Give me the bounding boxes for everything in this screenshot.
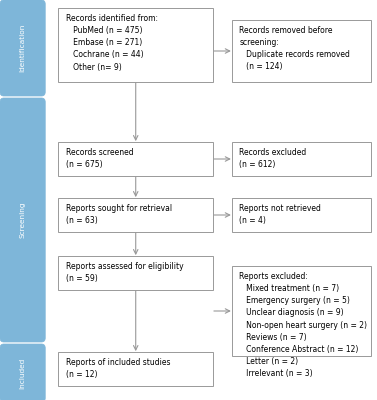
FancyBboxPatch shape bbox=[232, 142, 371, 176]
FancyBboxPatch shape bbox=[232, 266, 371, 356]
Text: Included: Included bbox=[20, 357, 26, 389]
Text: Reports sought for retrieval
(n = 63): Reports sought for retrieval (n = 63) bbox=[66, 204, 172, 225]
Text: Reports excluded:
   Mixed treatment (n = 7)
   Emergency surgery (n = 5)
   Unc: Reports excluded: Mixed treatment (n = 7… bbox=[239, 272, 368, 378]
Text: Reports of included studies
(n = 12): Reports of included studies (n = 12) bbox=[66, 358, 170, 379]
FancyBboxPatch shape bbox=[232, 20, 371, 82]
Text: Records excluded
(n = 612): Records excluded (n = 612) bbox=[239, 148, 307, 169]
Text: Reports assessed for eligibility
(n = 59): Reports assessed for eligibility (n = 59… bbox=[66, 262, 184, 283]
Text: Identification: Identification bbox=[20, 24, 26, 72]
FancyBboxPatch shape bbox=[58, 8, 213, 82]
FancyBboxPatch shape bbox=[58, 198, 213, 232]
FancyBboxPatch shape bbox=[0, 98, 45, 342]
FancyBboxPatch shape bbox=[232, 198, 371, 232]
Text: Records identified from:
   PubMed (n = 475)
   Embase (n = 271)
   Cochrane (n : Records identified from: PubMed (n = 475… bbox=[66, 14, 158, 72]
Text: Reports not retrieved
(n = 4): Reports not retrieved (n = 4) bbox=[239, 204, 321, 225]
FancyBboxPatch shape bbox=[58, 352, 213, 386]
FancyBboxPatch shape bbox=[58, 256, 213, 290]
Text: Records removed before
screening:
   Duplicate records removed
   (n = 124): Records removed before screening: Duplic… bbox=[239, 26, 350, 72]
FancyBboxPatch shape bbox=[0, 0, 45, 96]
FancyBboxPatch shape bbox=[0, 344, 45, 400]
Text: Records screened
(n = 675): Records screened (n = 675) bbox=[66, 148, 133, 169]
Text: Screening: Screening bbox=[20, 202, 26, 238]
FancyBboxPatch shape bbox=[58, 142, 213, 176]
